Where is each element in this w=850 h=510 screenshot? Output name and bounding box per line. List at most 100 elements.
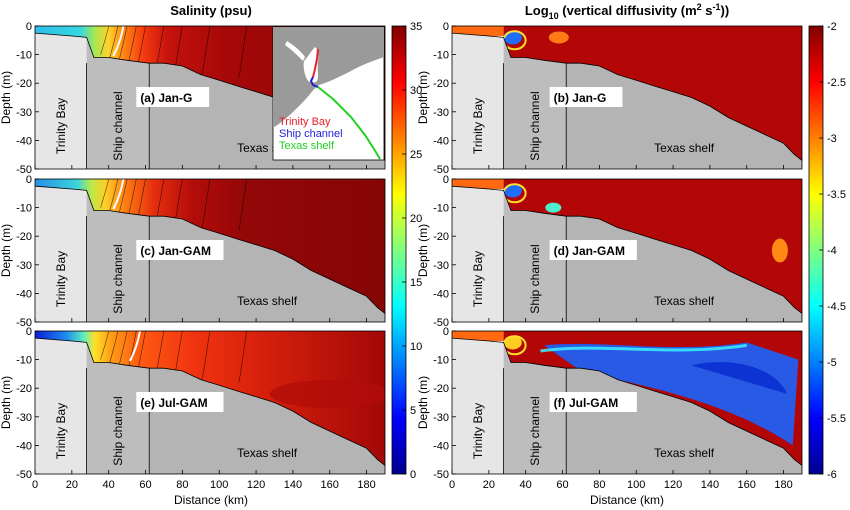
y-tick-label: -20 [433,78,449,90]
region-label-texas-shelf: Texas shelf [654,446,715,460]
plot-frame [34,178,386,323]
salinity-contour [100,331,109,360]
region-label-ship-channel: Ship channel [111,91,125,160]
region-ship-channel [503,342,567,474]
seafloor-line [451,185,803,314]
y-tick-label: -10 [16,203,32,215]
colorbar-tick-label: 15 [410,277,422,289]
x-tick-label: 60 [556,479,568,491]
salinity-contour [201,179,211,228]
salinity-contour [201,331,211,380]
salinity-title: Salinity (psu) [170,3,252,18]
y-axis-label: Depth (m) [0,376,13,429]
panels: Trinity Bay Ship channel Texas shelf (a) Ja… [0,21,803,491]
region-trinity-bay [452,338,504,474]
region-ship-channel [86,190,150,322]
y-tick-label: -40 [16,135,32,147]
panel-label: (c) Jan-GAM [140,244,211,258]
salinity-contour [118,331,128,366]
x-tick-label: 120 [247,479,265,491]
x-tick-label: 140 [284,479,302,491]
y-tick-label: -50 [16,164,32,176]
y-tick-label: 0 [26,21,32,33]
y-axis-label: Depth (m) [416,71,430,124]
inset-legend-ship: Ship channel [279,128,343,140]
panel-salinity-1: Trinity Bay Ship channel Texas shelf (c) Ja… [0,174,386,329]
x-tick-label: 80 [176,479,188,491]
plot-frame [34,25,386,170]
panel-diffusivity-0: Trinity Bay Ship channel Texas shelf (b) Ja… [416,21,803,176]
y-tick-label: -40 [433,135,449,147]
x-tick-label: 40 [103,479,115,491]
salinity-isohaline [129,331,141,362]
region-texas-shelf [566,63,802,170]
region-trinity-bay [35,338,87,474]
y-tick-label: -40 [16,440,32,452]
diffusivity-xlabel: Distance (km) [590,493,664,507]
salinity-contour [238,26,248,78]
diffusivity-bay-fill [452,331,504,341]
colorbar-tick-label: 5 [410,405,416,417]
seafloor-line [451,32,803,161]
y-tick-label: -10 [16,355,32,367]
salinity-contour [238,331,248,383]
diffusivity-transition [540,343,747,353]
panel-label-box [549,392,637,412]
x-tick-label: 20 [66,479,78,491]
colorbar-tick-label: -5 [827,357,837,369]
region-ship-channel [503,190,567,322]
y-tick-label: -30 [433,412,449,424]
x-tick-label: 40 [520,479,532,491]
inset-ship-channel-track [309,76,319,88]
y-tick-label: -10 [433,355,449,367]
colorbar-tick-label: 0 [410,469,416,481]
y-tick-label: 0 [443,326,449,338]
y-tick-label: -50 [16,469,32,481]
seafloor-line [34,337,386,466]
y-tick-label: -30 [433,107,449,119]
y-tick-label: -30 [16,260,32,272]
colorbar-tick-label: -2.5 [827,77,846,89]
colorbar-tick-label: 20 [410,213,422,225]
x-tick-label: 180 [357,479,375,491]
colorbar-tick-label: 25 [410,149,422,161]
panel-label: (d) Jan-GAM [554,244,625,258]
y-axis-label: Depth (m) [0,71,13,124]
region-label-texas-shelf: Texas shelf [237,446,298,460]
y-tick-label: 0 [443,21,449,33]
panel-label: (a) Jan-G [140,91,192,105]
x-tick-label: 140 [701,479,719,491]
salinity-contour [100,179,109,208]
region-label-ship-channel: Ship channel [528,396,542,465]
y-tick-label: 0 [443,174,449,186]
y-tick-label: -20 [16,78,32,90]
y-tick-label: -20 [433,231,449,243]
y-tick-label: 0 [26,326,32,338]
x-tick-label: 120 [664,479,682,491]
colorbar-tick-label: -3 [827,133,837,145]
salinity-contour [109,331,119,363]
panel-label-box [136,240,224,260]
salinity-deep-pool [269,379,385,408]
x-tick-label: 160 [321,479,339,491]
diffusivity-colorbar: -2 -2.5 -3 -3.5 -4 -4.5 -5 -5.5 -6 [808,21,846,481]
region-label-texas-shelf: Texas shelf [237,294,298,308]
salinity-contour [100,26,109,55]
x-tick-label: 100 [627,479,645,491]
region-trinity-bay [452,33,504,169]
panel-label-box [549,87,623,107]
region-label-trinity-bay: Trinity Bay [54,98,68,154]
y-tick-label: -50 [16,317,32,329]
region-trinity-bay [452,186,504,322]
region-ship-channel [86,37,150,170]
y-axis-label: Depth (m) [416,376,430,429]
panel-diffusivity-1: Trinity Bay Ship channel Texas shelf (d) Ja… [416,174,803,329]
diffusivity-low-core [691,362,788,394]
panel-label: (e) Jul-GAM [140,396,207,410]
y-tick-label: -10 [433,203,449,215]
y-tick-label: -20 [16,383,32,395]
region-label-trinity-bay: Trinity Bay [471,251,485,307]
y-tick-label: -50 [433,164,449,176]
salinity-contour [109,179,119,211]
salinity-contour [118,179,128,214]
